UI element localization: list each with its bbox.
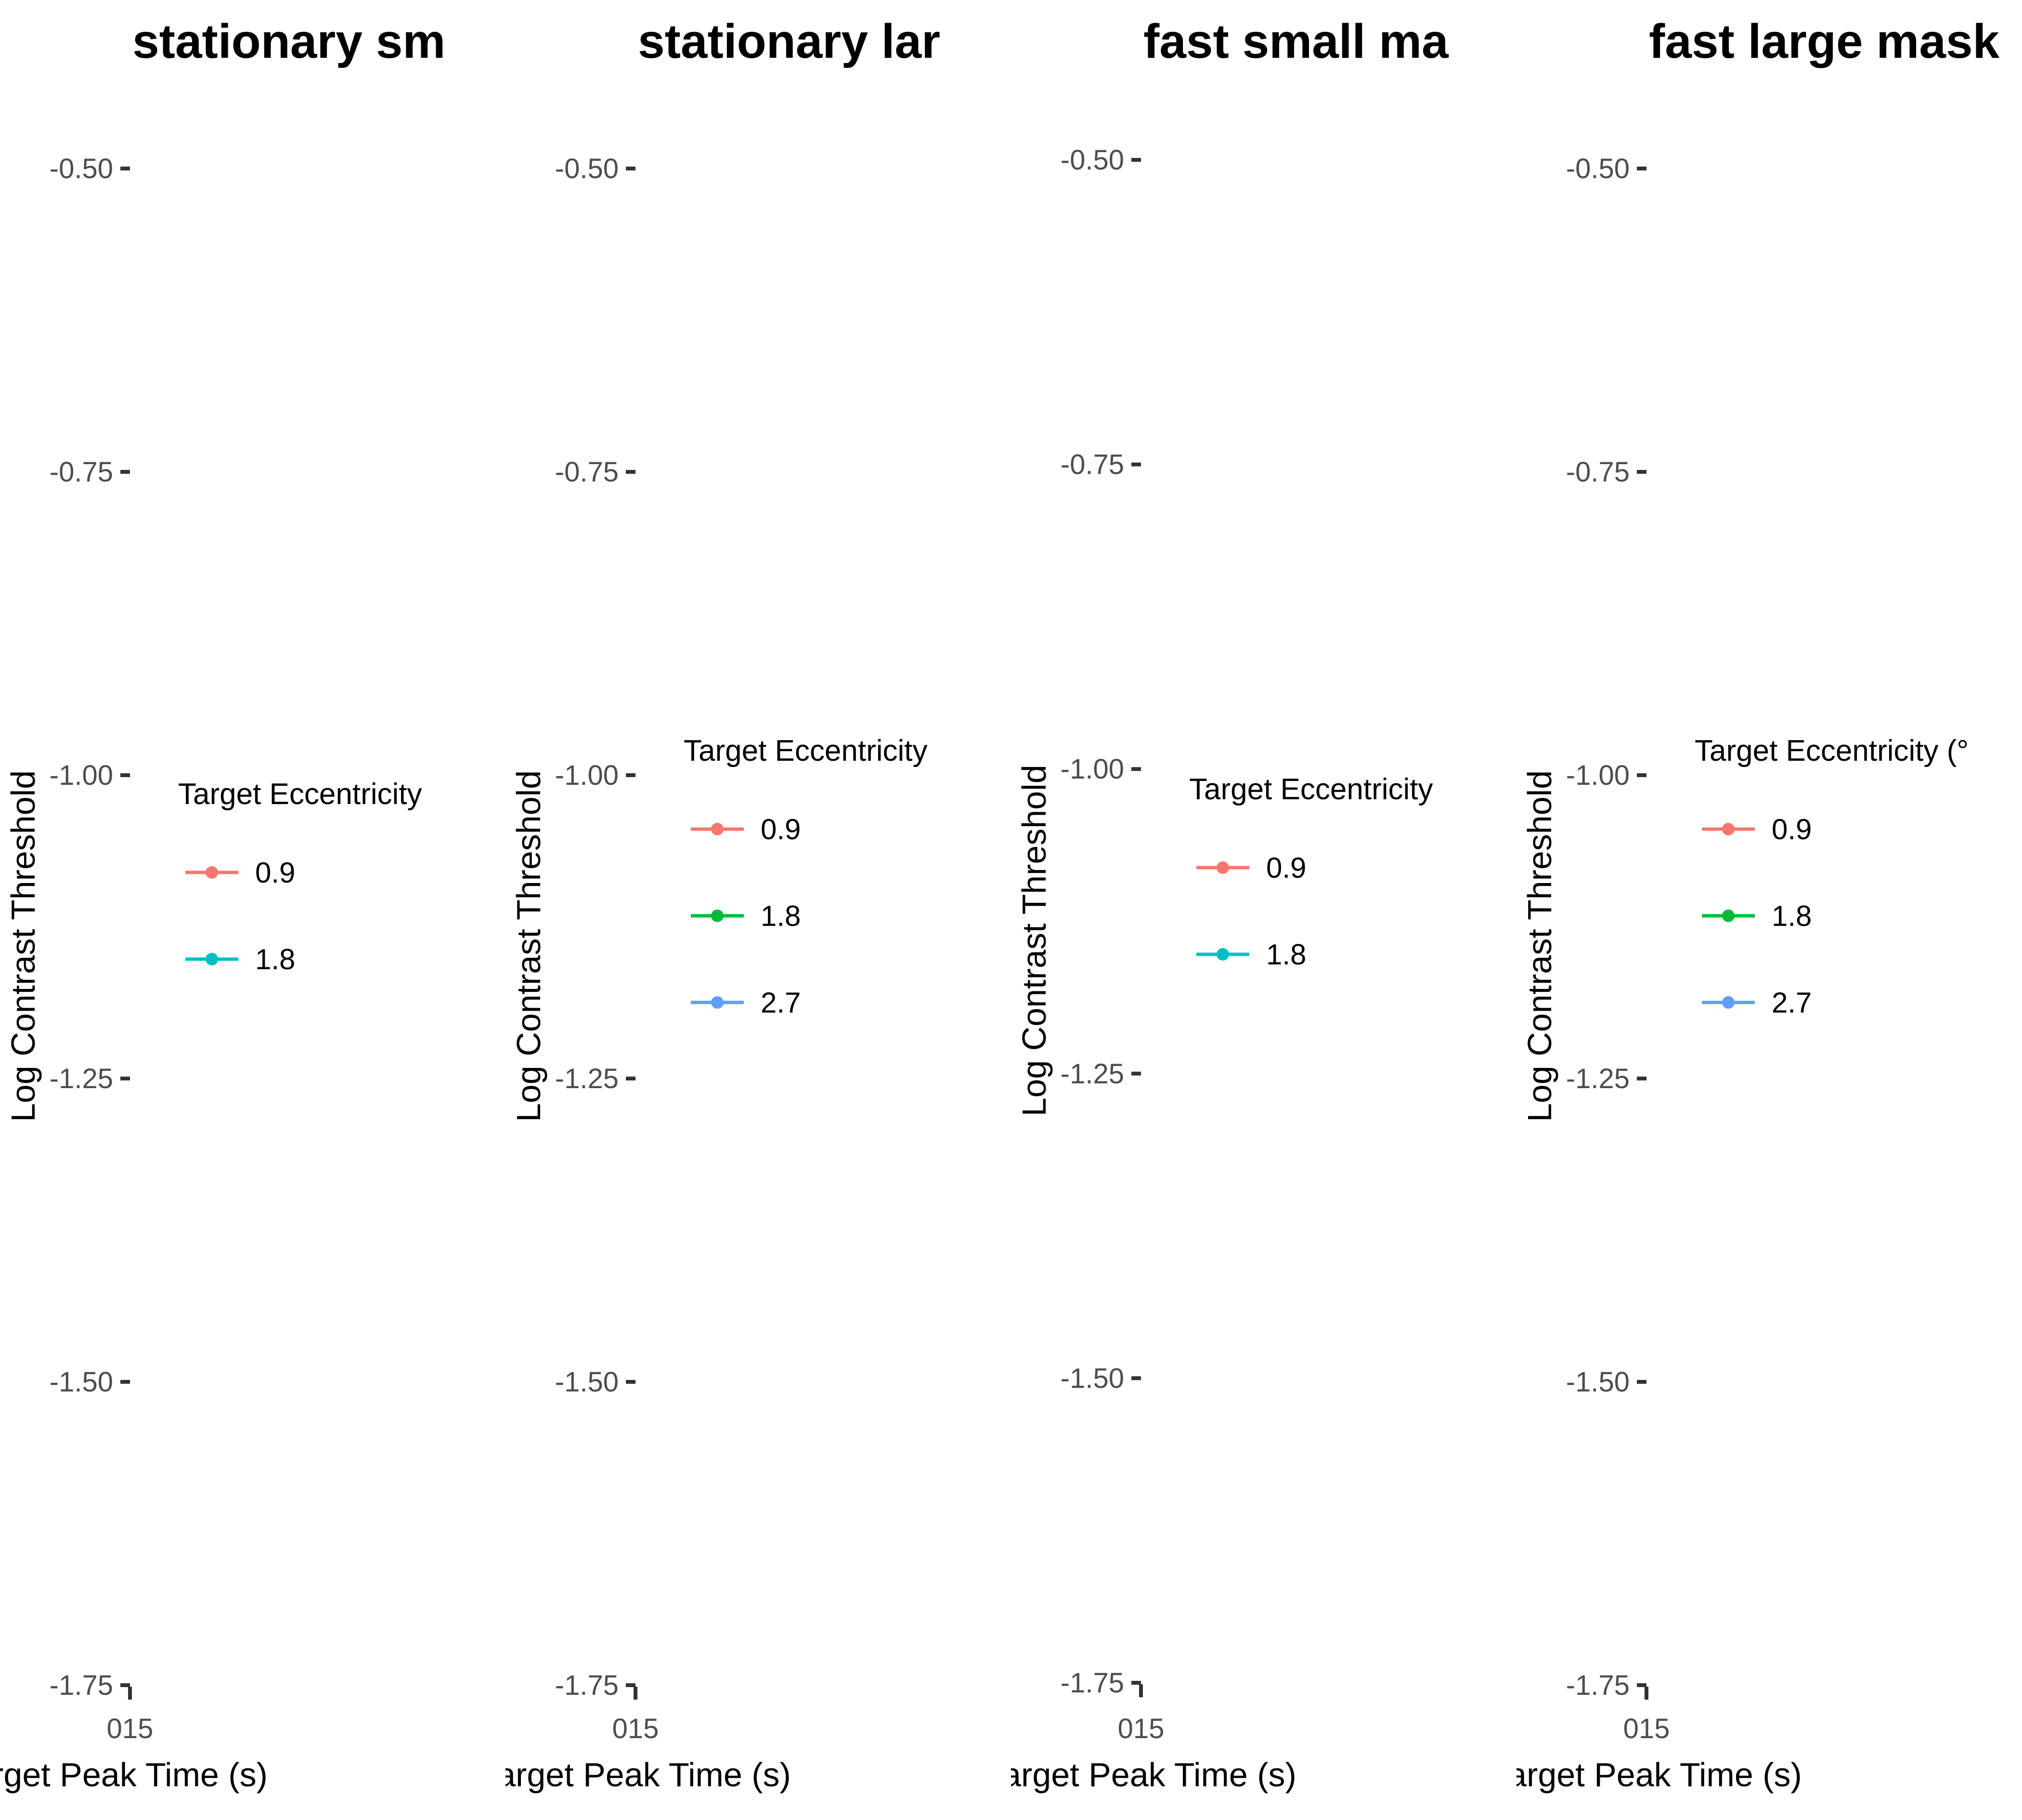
legend-key-point (1722, 996, 1735, 1009)
legend-label: 1.8 (1266, 938, 1306, 971)
legend-label: 1.8 (255, 943, 295, 975)
x-tick-label: 015 (612, 1713, 659, 1744)
panel-title: stationary sm (132, 14, 445, 68)
legend-label: 1.8 (1772, 900, 1812, 932)
legend-label: 0.9 (761, 813, 801, 845)
panel-title: stationary lar (638, 14, 940, 68)
y-tick-label: -0.50 (555, 153, 619, 184)
legend: Target Eccentricity 0.9 1.8 2.7 (684, 734, 928, 1019)
panel-3: fast small ma -0.50 -0.75 -1.00 -1.25 -1.50 -1… (985, 14, 1449, 1794)
legend-label: 0.9 (1772, 813, 1812, 845)
y-tick-label: -0.75 (1566, 456, 1630, 488)
panel-title: fast large mask (1649, 14, 2000, 68)
legend: Target Eccentricity 0.9 1.8 (1189, 773, 1433, 971)
y-tick-label: -1.75 (50, 1670, 113, 1701)
x-axis-label: Target Peak Time (s) (1491, 1756, 1802, 1794)
legend-label: 0.9 (255, 857, 295, 889)
legend-key-point (1722, 823, 1735, 835)
y-tick-label: -1.00 (1566, 760, 1630, 791)
y-tick-label: -0.50 (1566, 153, 1630, 184)
y-tick-label: -0.50 (50, 153, 113, 184)
panel-title: fast small ma (1143, 14, 1449, 68)
legend-key-point (711, 910, 724, 922)
y-tick-label: -1.75 (1061, 1667, 1124, 1699)
y-tick-label: -0.50 (1061, 144, 1124, 176)
legend: Target Eccentricity 0.9 1.8 (178, 778, 422, 975)
legend-key-point (1217, 948, 1229, 961)
legend-label: 1.8 (761, 900, 801, 932)
x-axis-label: Target Peak Time (s) (480, 1756, 791, 1794)
legend-key-point (711, 996, 724, 1009)
legend-key-point (1217, 861, 1229, 874)
legend-key-point (1722, 910, 1735, 922)
legend-label: 0.9 (1266, 852, 1306, 884)
legend-key-point (206, 953, 218, 965)
y-tick-label: -1.50 (50, 1366, 113, 1398)
panel-2: stationary lar -0.50 -0.75 -1.00 -1.25 -1.50 -… (480, 14, 940, 1794)
legend-title: Target Eccentricity (1189, 773, 1433, 806)
y-tick-label: -0.75 (1061, 449, 1124, 481)
y-tick-label: -0.75 (555, 456, 619, 488)
y-axis-label: Log Contrast Threshold (1015, 765, 1053, 1116)
legend-label: 2.7 (1772, 987, 1812, 1019)
y-tick-label: -1.50 (1566, 1366, 1630, 1398)
y-tick-label: -1.75 (555, 1670, 619, 1701)
y-axis-label: Log Contrast Threshold (510, 770, 547, 1122)
legend-title: Target Eccentricity (° (1695, 734, 1969, 767)
legend-key-point (206, 866, 218, 879)
y-tick-label: -1.00 (1061, 754, 1124, 785)
x-tick-label: 015 (107, 1713, 154, 1744)
legend-label: 2.7 (761, 987, 801, 1019)
y-tick-label: -1.75 (1566, 1670, 1630, 1701)
x-tick-label: 015 (1118, 1713, 1165, 1744)
legend-key-point (711, 823, 724, 835)
y-tick-label: -1.00 (50, 760, 113, 791)
legend-title: Target Eccentricity (684, 734, 928, 767)
x-axis-label: rget Peak Time (s) (0, 1756, 268, 1794)
panel-1: stationary sm -0.50 -0.75 -1.00 -1.25 -1.50 -1… (0, 14, 445, 1794)
x-axis-label: Target Peak Time (s) (985, 1756, 1296, 1794)
x-tick-label: 015 (1623, 1713, 1670, 1744)
legend-title: Target Eccentricity (178, 778, 422, 811)
legend: Target Eccentricity (° 0.9 1.8 2.7 (1695, 734, 1969, 1019)
y-tick-label: -1.25 (555, 1063, 619, 1094)
y-tick-label: -1.25 (1566, 1063, 1630, 1094)
y-axis-label: Log Contrast Threshold (1521, 770, 1558, 1122)
y-tick-label: -1.25 (1061, 1058, 1124, 1090)
y-tick-label: -1.00 (555, 760, 619, 791)
y-tick-label: -0.75 (50, 456, 113, 488)
y-tick-label: -1.50 (555, 1366, 619, 1398)
y-tick-label: -1.25 (50, 1063, 113, 1094)
panel-4: fast large mask -0.50 -0.75 -1.00 -1.25 -1.50… (1491, 14, 2000, 1794)
y-tick-label: -1.50 (1061, 1363, 1124, 1394)
y-axis-label: Log Contrast Threshold (4, 770, 42, 1122)
